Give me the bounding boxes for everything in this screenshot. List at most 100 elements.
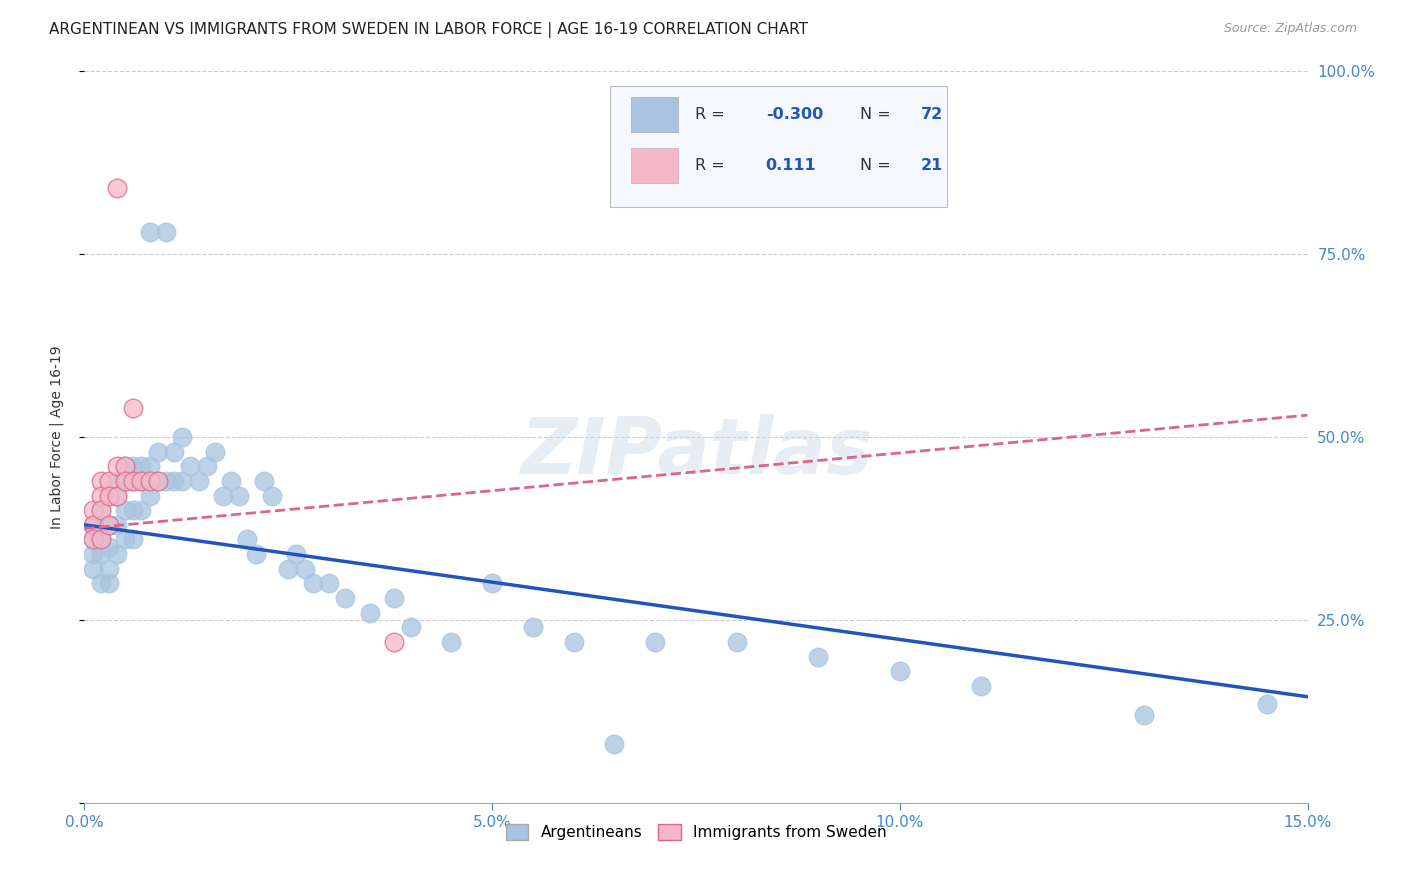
Point [105, 459, 128, 474]
Point [399, 620, 422, 634]
Point [277, 562, 299, 576]
Point [146, 474, 169, 488]
Point [90, 517, 112, 532]
Point [105, 474, 128, 488]
Point [163, 444, 186, 458]
Point [122, 503, 145, 517]
Point [131, 474, 153, 488]
Point [105, 517, 128, 532]
Point [562, 635, 585, 649]
Point [122, 459, 145, 474]
Point [105, 547, 128, 561]
Point [97, 489, 120, 503]
Point [105, 489, 128, 503]
Point [90, 533, 112, 547]
Point [114, 474, 136, 488]
Point [236, 533, 259, 547]
Point [138, 489, 160, 503]
Point [204, 444, 226, 458]
Point [82, 533, 104, 547]
Point [172, 474, 194, 488]
Point [82, 547, 104, 561]
Point [440, 635, 463, 649]
Point [138, 225, 160, 239]
Point [522, 620, 544, 634]
Point [260, 489, 283, 503]
Text: R =: R = [695, 158, 724, 173]
Point [382, 591, 405, 605]
Point [1256, 697, 1278, 711]
Point [97, 474, 120, 488]
Point [82, 517, 104, 532]
Point [105, 181, 128, 195]
Point [807, 649, 830, 664]
Text: ARGENTINEAN VS IMMIGRANTS FROM SWEDEN IN LABOR FORCE | AGE 16-19 CORRELATION CHA: ARGENTINEAN VS IMMIGRANTS FROM SWEDEN IN… [49, 22, 808, 38]
Point [335, 591, 357, 605]
Point [90, 474, 112, 488]
Point [359, 606, 381, 620]
Text: 21: 21 [921, 158, 943, 173]
Point [122, 533, 145, 547]
Text: 72: 72 [921, 107, 943, 122]
Point [97, 540, 120, 554]
Point [90, 503, 112, 517]
Point [97, 517, 120, 532]
Text: -0.300: -0.300 [766, 107, 823, 122]
Point [382, 635, 405, 649]
Y-axis label: In Labor Force | Age 16-19: In Labor Force | Age 16-19 [49, 345, 63, 529]
Point [195, 459, 218, 474]
Point [82, 562, 104, 576]
Point [138, 474, 160, 488]
Point [97, 562, 120, 576]
Point [155, 474, 177, 488]
Text: ZIPatlas: ZIPatlas [520, 414, 872, 490]
Point [90, 576, 112, 591]
Text: N =: N = [860, 107, 890, 122]
Text: R =: R = [695, 107, 724, 122]
Point [212, 489, 235, 503]
Point [90, 489, 112, 503]
Point [114, 459, 136, 474]
Point [122, 474, 145, 488]
Point [138, 459, 160, 474]
Point [245, 547, 267, 561]
Point [285, 547, 308, 561]
Point [114, 503, 136, 517]
Point [146, 444, 169, 458]
Text: 0.111: 0.111 [766, 158, 817, 173]
Point [163, 474, 186, 488]
Point [294, 562, 316, 576]
Point [90, 503, 112, 517]
FancyBboxPatch shape [610, 86, 946, 207]
Bar [631, 148, 678, 183]
Point [105, 489, 128, 503]
Point [122, 474, 145, 488]
Point [97, 489, 120, 503]
Text: Source: ZipAtlas.com: Source: ZipAtlas.com [1223, 22, 1357, 36]
Point [644, 635, 666, 649]
Bar [631, 97, 678, 132]
Point [97, 576, 120, 591]
Point [603, 737, 626, 751]
Text: N =: N = [860, 158, 890, 173]
Point [114, 533, 136, 547]
Point [82, 533, 104, 547]
Point [97, 517, 120, 532]
Point [228, 489, 250, 503]
Point [82, 503, 104, 517]
Point [219, 474, 242, 488]
Point [970, 679, 993, 693]
Point [114, 474, 136, 488]
Point [172, 430, 194, 444]
Point [114, 459, 136, 474]
Point [90, 533, 112, 547]
Point [725, 635, 748, 649]
Point [155, 225, 177, 239]
Point [253, 474, 276, 488]
Point [90, 547, 112, 561]
Point [481, 576, 503, 591]
Point [318, 576, 340, 591]
Point [146, 474, 169, 488]
Point [179, 459, 201, 474]
Point [131, 459, 153, 474]
